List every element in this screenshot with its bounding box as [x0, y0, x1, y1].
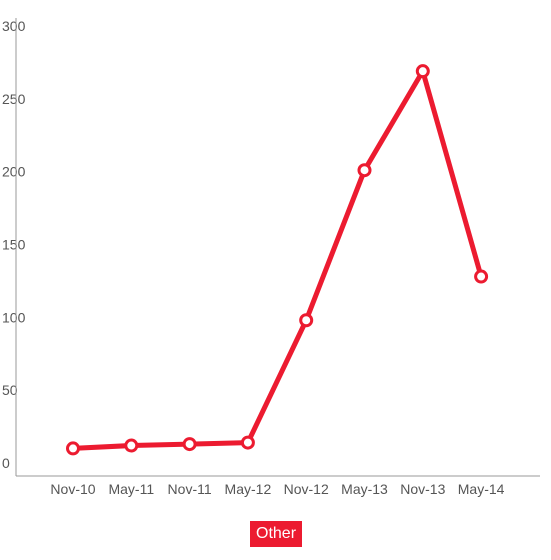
data-point[interactable] [240, 435, 255, 450]
x-tick-label: Nov-12 [284, 481, 329, 497]
x-tick-label: Nov-10 [50, 481, 95, 497]
x-axis-ticks: Nov-10 May-11 Nov-11 May-12 Nov-12 May-13 Nov-… [50, 481, 504, 497]
data-point[interactable] [124, 438, 139, 453]
data-point[interactable] [415, 64, 430, 79]
x-tick-label: Nov-11 [168, 481, 212, 497]
x-tick-label: Nov-13 [400, 481, 445, 497]
y-axis-ticks: 0 50 100 150 200 250 300 [2, 18, 26, 471]
y-tick-label: 100 [2, 309, 26, 325]
data-point[interactable] [474, 269, 489, 284]
x-tick-label: May-14 [458, 481, 505, 497]
series-line-other [70, 68, 484, 451]
y-tick-label: 150 [2, 237, 26, 253]
y-tick-label: 300 [2, 18, 26, 34]
data-point[interactable] [299, 313, 314, 328]
x-tick-label: May-12 [225, 481, 272, 497]
data-point[interactable] [357, 163, 372, 178]
legend-item-other[interactable]: Other [250, 521, 303, 547]
y-tick-label: 250 [2, 91, 26, 107]
y-tick-label: 200 [2, 164, 26, 180]
x-tick-label: May-13 [341, 481, 388, 497]
data-point[interactable] [66, 441, 80, 456]
data-point[interactable] [182, 437, 197, 452]
y-tick-label: 0 [2, 455, 10, 471]
y-tick-label: 50 [2, 382, 18, 398]
line-chart: 0 50 100 150 200 250 300 Nov-10 May-11 Nov-11 May… [2, 18, 540, 497]
x-tick-label: May-11 [108, 481, 154, 497]
series-points [66, 64, 489, 456]
